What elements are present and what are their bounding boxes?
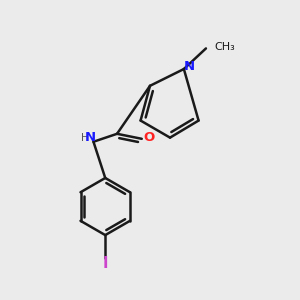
Text: O: O [143, 131, 154, 144]
Text: CH₃: CH₃ [214, 42, 235, 52]
Text: N: N [184, 60, 195, 73]
Text: I: I [103, 256, 108, 272]
Text: N: N [85, 131, 96, 144]
Text: H: H [81, 133, 88, 143]
